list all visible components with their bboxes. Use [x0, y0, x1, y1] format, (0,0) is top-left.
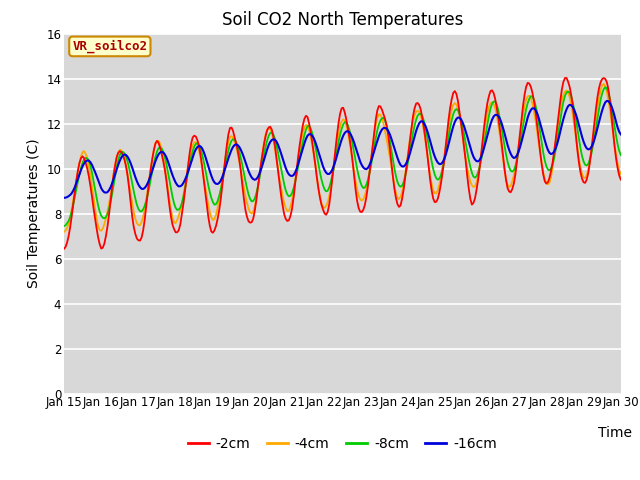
Title: Soil CO2 North Temperatures: Soil CO2 North Temperatures — [221, 11, 463, 29]
Y-axis label: Soil Temperatures (C): Soil Temperatures (C) — [27, 139, 41, 288]
Text: VR_soilco2: VR_soilco2 — [72, 40, 147, 53]
Legend: -2cm, -4cm, -8cm, -16cm: -2cm, -4cm, -8cm, -16cm — [182, 432, 502, 457]
X-axis label: Time: Time — [598, 426, 632, 440]
